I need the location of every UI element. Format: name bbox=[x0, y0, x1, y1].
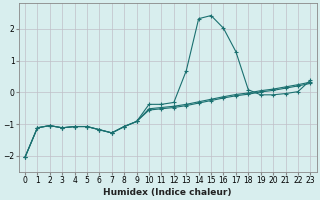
X-axis label: Humidex (Indice chaleur): Humidex (Indice chaleur) bbox=[103, 188, 232, 197]
